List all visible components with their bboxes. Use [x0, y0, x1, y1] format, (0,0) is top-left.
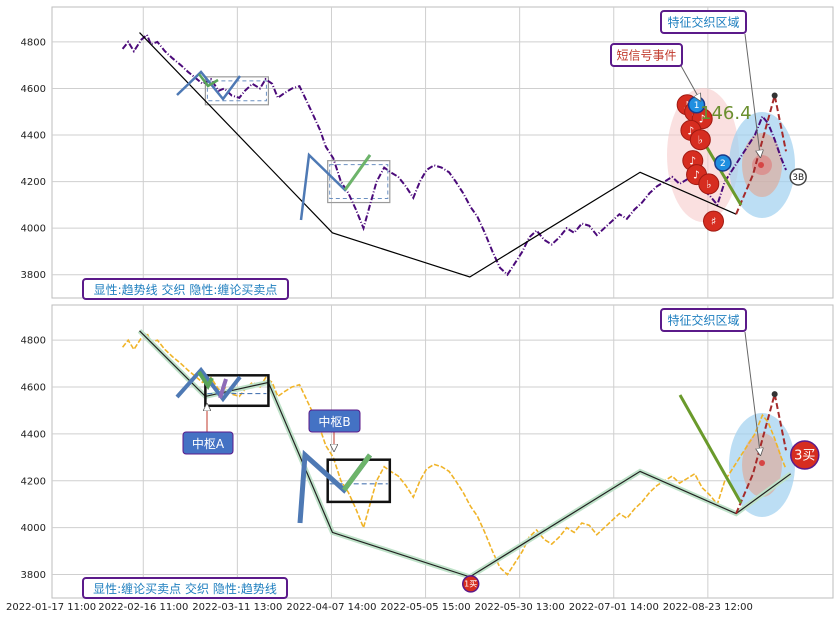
top-y-axis: 3800 4000 4200 4400 4600 4800 — [21, 37, 46, 281]
bottom-signal-leg — [678, 394, 743, 504]
prediction-line — [735, 95, 787, 215]
svg-text:♭: ♭ — [706, 178, 711, 191]
legend-bottom: 显性:缠论买卖点 交织 隐性:趋势线 — [82, 577, 288, 599]
x-tick-label: 2022-05-05 15:00 — [381, 602, 471, 613]
top-grid — [52, 7, 833, 298]
y-tick-label: 4200 — [21, 476, 46, 487]
x-tick-label: 2022-04-07 14:00 — [286, 602, 376, 613]
bsp-marker: 3B — [789, 168, 807, 186]
bottom-pivot-b-zigzag-green — [341, 453, 373, 492]
callout-feature-zone-top: 特征交织区域 — [660, 10, 747, 34]
bottom-prediction-line — [735, 391, 787, 514]
svg-text:♪: ♪ — [699, 113, 706, 126]
top-pivot-b-zigzag-green — [343, 154, 372, 191]
svg-text:♪: ♪ — [693, 169, 700, 182]
pivot-box — [204, 374, 270, 408]
bottom-pivot-a-zigzag-green — [197, 370, 214, 391]
y-tick-label: 4600 — [21, 383, 46, 394]
x-tick-label: 2022-05-30 13:00 — [475, 602, 565, 613]
svg-text:显性:缠论买卖点 交织 隐性:趋势线: 显性:缠论买卖点 交织 隐性:趋势线 — [93, 581, 277, 596]
trend-line — [139, 32, 737, 278]
prediction-peak — [771, 391, 778, 398]
feature-zone-pink — [667, 88, 739, 222]
y-tick-label: 4000 — [21, 224, 46, 235]
y-tick-label: 4600 — [21, 84, 46, 95]
pivot-box — [327, 160, 391, 204]
signal-marker: ♭ — [689, 129, 711, 151]
svg-text:特征交织区域: 特征交织区域 — [667, 15, 739, 30]
feature-zone-dot — [758, 162, 764, 168]
pivot-box — [204, 76, 270, 106]
svg-text:1买: 1买 — [464, 580, 477, 589]
callout-feature-zone-bottom: 特征交织区域 — [660, 308, 747, 332]
callout-arrow-signal — [679, 63, 699, 98]
x-tick-label: 2022-02-16 11:00 — [98, 602, 188, 613]
pivot-label-a: 中枢A — [182, 431, 234, 455]
top-trend-line — [139, 32, 737, 278]
x-tick-label: 2022-01-17 11:00 — [6, 602, 96, 613]
svg-text:短信号事件: 短信号事件 — [616, 49, 676, 63]
svg-text:中枢A: 中枢A — [192, 436, 225, 451]
pivot-box — [326, 458, 392, 504]
annotation-value: 146.4 — [700, 103, 752, 124]
svg-text:♪: ♪ — [689, 155, 696, 168]
bottom-plot-frame — [51, 304, 834, 599]
top-prediction-line — [735, 92, 787, 215]
y-tick-label: 4000 — [21, 523, 46, 534]
x-tick-label: 2022-07-01 14:00 — [569, 602, 659, 613]
feature-zone-dot-bottom — [759, 460, 765, 466]
bottom-pivot-a-zigzag — [175, 366, 242, 403]
svg-text:特征交织区域: 特征交织区域 — [667, 313, 739, 328]
svg-text:♯: ♯ — [711, 215, 716, 228]
y-tick-label: 3800 — [21, 270, 46, 281]
top-pivot-boxes — [204, 76, 391, 204]
signal-marker: ♯ — [702, 210, 724, 232]
y-tick-label: 4400 — [21, 131, 46, 142]
svg-text:显性:趋势线 交织 隐性:缠论买卖点: 显性:趋势线 交织 隐性:缠论买卖点 — [94, 282, 278, 297]
pivot-label-b: 中枢B — [308, 409, 361, 433]
svg-text:♭: ♭ — [698, 134, 703, 147]
x-tick-label: 2022-08-23 12:00 — [663, 602, 753, 613]
signal-marker: ♭ — [698, 173, 720, 195]
prediction-line — [735, 393, 787, 514]
bsp-marker: 1买 — [461, 575, 480, 593]
y-tick-label: 4800 — [21, 37, 46, 48]
x-tick-label: 2022-03-11 13:00 — [192, 602, 282, 613]
bsp-marker: 3买 — [790, 440, 820, 470]
svg-text:♪: ♪ — [687, 124, 694, 137]
legend-top: 显性:趋势线 交织 隐性:缠论买卖点 — [82, 278, 289, 300]
bottom-grid — [52, 305, 833, 598]
bottom-pivot-a-zigzag-purple — [218, 378, 228, 399]
callout-arrow-feature-bottom — [744, 331, 760, 452]
svg-text:1: 1 — [694, 101, 700, 111]
x-axis: 2022-01-17 11:00 2022-02-16 11:00 2022-03-… — [6, 602, 753, 613]
callout-arrow-feature-top — [744, 33, 760, 154]
svg-text:3买: 3买 — [794, 448, 815, 463]
bsp-marker: 2 — [714, 154, 732, 172]
top-pivot-a-zigzag — [176, 70, 242, 102]
y-tick-label: 4400 — [21, 429, 46, 440]
pivot-box-inner — [329, 164, 389, 200]
prediction-peak — [771, 92, 778, 99]
callout-short-signal: 短信号事件 — [610, 43, 683, 67]
bottom-y-axis: 3800 4000 4200 4400 4600 4800 — [21, 336, 46, 581]
y-tick-label: 3800 — [21, 570, 46, 581]
y-tick-label: 4800 — [21, 336, 46, 347]
svg-text:中枢B: 中枢B — [318, 414, 350, 429]
svg-text:2: 2 — [720, 159, 726, 169]
bottom-bsp-markers: 1买 3买 — [461, 440, 820, 593]
svg-text:3B: 3B — [792, 173, 804, 183]
top-pivot-a-zigzag-green — [198, 73, 219, 88]
y-tick-label: 4200 — [21, 177, 46, 188]
